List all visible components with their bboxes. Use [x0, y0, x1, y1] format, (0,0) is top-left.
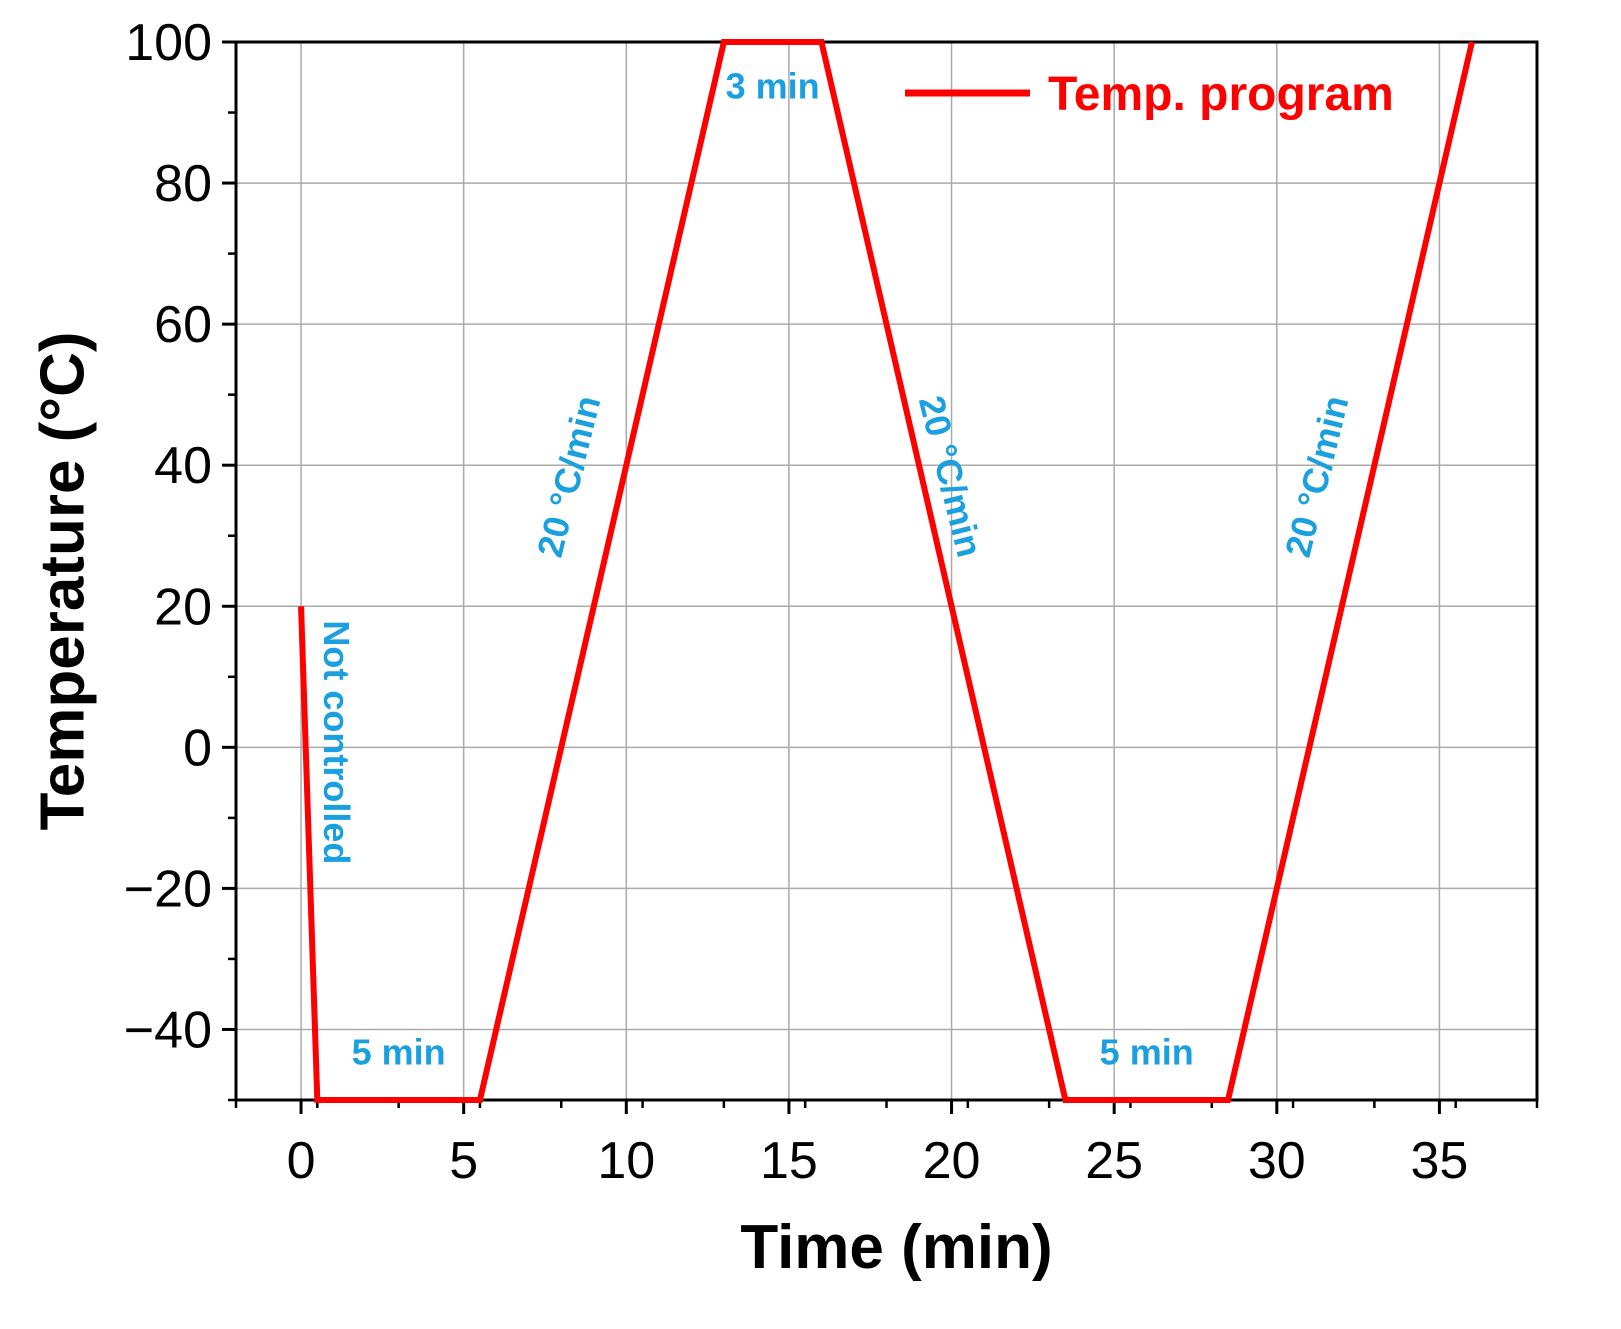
annotation-label: 5 min: [1100, 1032, 1194, 1073]
y-tick-labels: −40 −20 0 20 40 60 80 100: [124, 14, 212, 1059]
y-tick-label: 80: [154, 155, 212, 213]
x-tick-label: 5: [449, 1132, 478, 1190]
x-tick-label: 25: [1085, 1132, 1143, 1190]
y-tick-label: 40: [154, 437, 212, 495]
legend: Temp. program: [905, 68, 1394, 121]
x-tick-label: 0: [287, 1132, 316, 1190]
x-tick-label: 20: [923, 1132, 981, 1190]
x-tick-label: 30: [1248, 1132, 1306, 1190]
annotation-label: 3 min: [726, 65, 820, 106]
x-tick-label: 10: [597, 1132, 655, 1190]
y-tick-label: 100: [125, 14, 212, 72]
plot-frame: [234, 40, 1539, 1102]
axis-ticks: [222, 40, 1539, 1114]
y-tick-label: 20: [154, 578, 212, 636]
y-tick-label: −40: [124, 1001, 212, 1059]
x-tick-label: 15: [760, 1132, 818, 1190]
annotation-label: 5 min: [352, 1032, 446, 1073]
series-layer: [298, 39, 1475, 1103]
annotation-label: Not controlled: [316, 620, 357, 864]
annotation-label: 20 °C/min: [1277, 392, 1357, 561]
annotations: Not controlled 5 min 20 °C/min 3 min 20 °C/m…: [316, 65, 1357, 1072]
x-tick-label: 35: [1411, 1132, 1469, 1190]
grid: [236, 41, 1537, 1100]
x-axis-title: Time (min): [740, 1213, 1052, 1282]
y-tick-label: 60: [154, 296, 212, 354]
x-tick-labels: 0 5 10 15 20 25 30 35: [287, 1132, 1469, 1190]
y-tick-label: −20: [124, 860, 212, 918]
annotation-label: 20 °C/min: [529, 392, 609, 561]
y-axis-title: Temperature (°C): [29, 331, 98, 830]
y-tick-label: 0: [183, 719, 212, 777]
series-line-temp-program: [298, 39, 1475, 1103]
legend-label: Temp. program: [1048, 68, 1394, 121]
